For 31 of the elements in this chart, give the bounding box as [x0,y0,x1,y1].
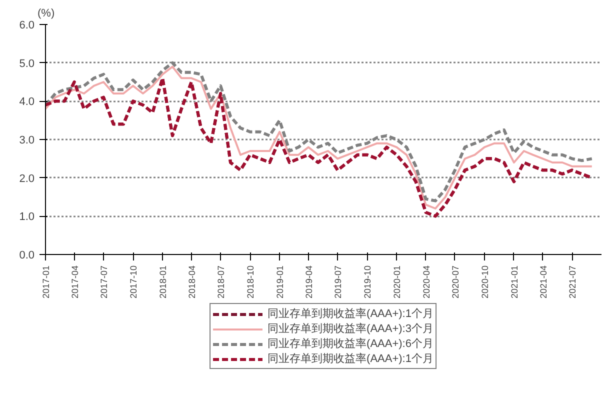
x-tick-label: 2018-10 [246,266,256,299]
y-tick-label: 6.0 [19,20,35,32]
x-tick-label: 2021-07 [568,266,578,299]
x-tick-label: 2020-10 [480,266,490,299]
x-tick-label: 2021-04 [538,266,548,299]
x-tick-label: 2017-04 [70,266,80,299]
x-tick-label: 2019-10 [362,266,373,299]
y-tick-label: 0.0 [19,250,35,262]
legend-label: 同业存单到期收益率(AAA+):1个月 [268,306,434,321]
y-tick-label: 5.0 [19,58,35,70]
x-tick-label: 2017-10 [128,266,139,299]
x-tick-label: 2019-01 [275,266,286,299]
y-tick-label: 3.0 [19,134,35,146]
x-tick-label: 2019-07 [333,266,344,299]
x-tick-label: 2020-01 [392,266,402,299]
legend-label: 同业存单到期收益率(AAA+):6个月 [268,336,434,351]
y-tick-label: 2.0 [19,172,35,185]
y-tick-label: 1.0 [19,211,35,224]
x-tick-label: 2020-04 [421,266,432,299]
x-tick-label: 2018-07 [216,266,226,299]
x-tick-label: 2021-01 [509,266,520,299]
y-axis-title: (%) [38,8,55,20]
y-tick-label: 4.0 [19,96,35,108]
x-tick-label: 2019-04 [304,266,314,299]
x-tick-label: 2017-07 [99,266,110,299]
x-tick-label: 2017-01 [41,266,51,299]
x-tick-label: 2020-07 [450,266,460,299]
x-tick-label: 2018-01 [158,266,168,299]
x-tick-label: 2018-04 [186,266,197,299]
legend-label: 同业存单到期收益率(AAA+):1个月 [268,352,434,366]
legend-label: 同业存单到期收益率(AAA+):3个月 [268,322,434,336]
